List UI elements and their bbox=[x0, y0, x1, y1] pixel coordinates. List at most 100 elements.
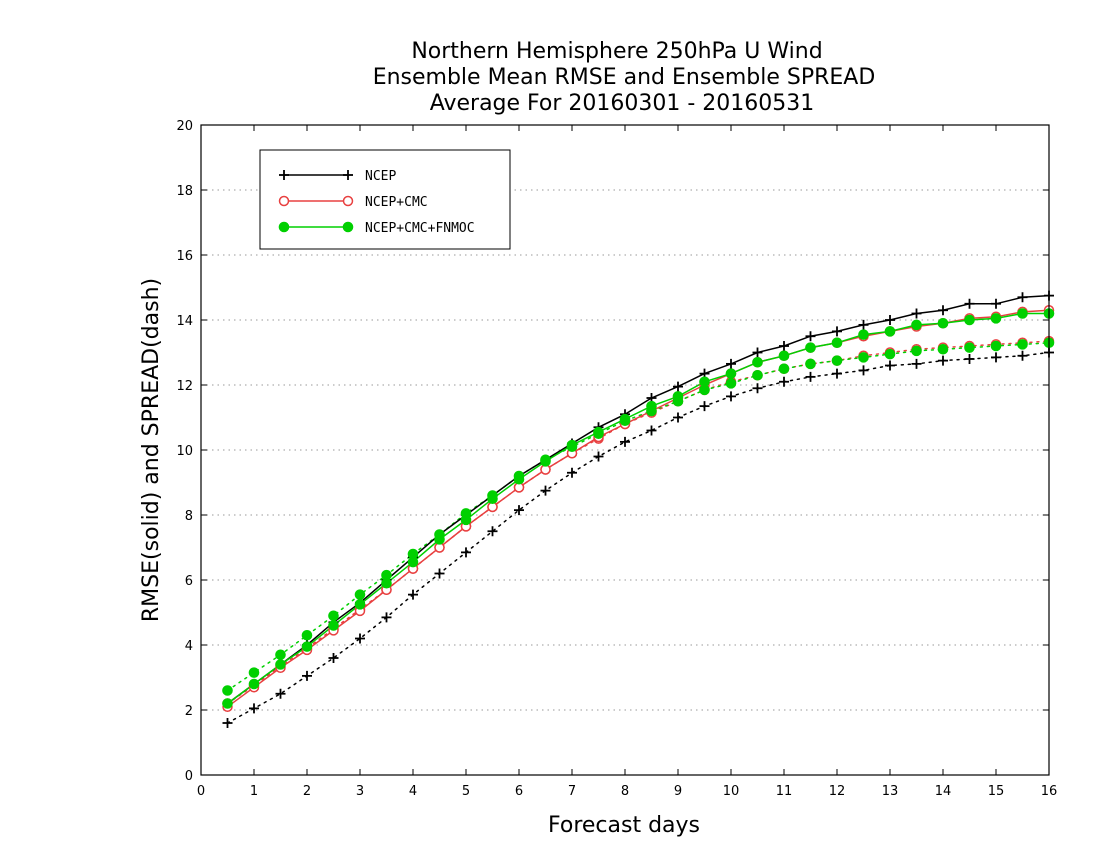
legend-marker-start-1 bbox=[278, 195, 290, 207]
legend-label-1: NCEP+CMC bbox=[365, 195, 428, 210]
spread-line-1 bbox=[226, 340, 1050, 705]
rmse-point-2 bbox=[460, 514, 472, 526]
spread-point-0 bbox=[938, 355, 948, 366]
spread-point-0 bbox=[646, 425, 657, 436]
y-tick-label: 18 bbox=[176, 184, 193, 199]
rmse-point-2 bbox=[699, 376, 710, 388]
legend-marker-start-0 bbox=[279, 170, 289, 180]
spread-point-2 bbox=[884, 348, 896, 360]
x-tick-label: 2 bbox=[303, 784, 311, 799]
rmse-point-2 bbox=[540, 456, 551, 467]
rmse-point-2 bbox=[990, 313, 1002, 324]
rmse-point-2 bbox=[831, 337, 843, 349]
spread-point-0 bbox=[514, 505, 524, 516]
rmse-point-2 bbox=[381, 577, 392, 589]
x-tick-label: 0 bbox=[197, 784, 205, 799]
spread-point-0 bbox=[355, 633, 365, 644]
spread-point-2 bbox=[354, 589, 366, 600]
spread-point-0 bbox=[249, 703, 259, 714]
spread-point-0 bbox=[275, 688, 286, 699]
x-tick-label: 11 bbox=[776, 784, 793, 799]
spread-line-0 bbox=[226, 351, 1050, 724]
rmse-point-2 bbox=[566, 439, 578, 451]
spread-point-0 bbox=[964, 354, 975, 364]
x-tick-label: 6 bbox=[515, 784, 523, 799]
y-tick-label: 4 bbox=[185, 639, 193, 654]
y-tick-label: 16 bbox=[176, 249, 193, 264]
spread-point-2 bbox=[831, 355, 843, 366]
spread-point-0 bbox=[805, 371, 816, 382]
spread-point-2 bbox=[248, 667, 260, 678]
rmse-point-0 bbox=[805, 331, 816, 342]
legend-marker-start-2 bbox=[278, 221, 290, 233]
rmse-point-2 bbox=[407, 556, 419, 568]
spread-point-2 bbox=[990, 340, 1002, 352]
rmse-line-0 bbox=[227, 294, 1050, 705]
y-tick-label: 6 bbox=[185, 574, 193, 589]
spread-point-0 bbox=[328, 653, 339, 663]
spread-point-2 bbox=[752, 369, 763, 381]
x-tick-label: 3 bbox=[356, 784, 364, 799]
x-tick-label: 1 bbox=[250, 784, 258, 799]
rmse-point-2 bbox=[434, 534, 445, 545]
spread-point-0 bbox=[302, 670, 312, 681]
x-tick-label: 8 bbox=[621, 784, 629, 799]
y-tick-label: 20 bbox=[176, 119, 193, 134]
spread-point-0 bbox=[991, 352, 1001, 363]
spread-point-2 bbox=[778, 363, 790, 375]
spread-point-0 bbox=[885, 360, 895, 371]
spread-point-0 bbox=[726, 391, 736, 402]
x-tick-label: 14 bbox=[935, 784, 952, 799]
spread-point-2 bbox=[858, 352, 869, 363]
legend: NCEP NCEP+CMC NCEP+CMC+FNMOC bbox=[259, 149, 511, 250]
rmse-point-2 bbox=[487, 493, 498, 505]
rmse-point-2 bbox=[275, 659, 286, 670]
spread-point-0 bbox=[593, 451, 604, 462]
spread-point-0 bbox=[434, 568, 445, 579]
x-tick-label: 13 bbox=[882, 784, 899, 799]
chart-title-line-3: Average For 20160301 - 20160531 bbox=[430, 91, 815, 116]
y-tick-label: 14 bbox=[176, 314, 193, 329]
rmse-point-2 bbox=[725, 368, 737, 379]
x-tick-label: 4 bbox=[409, 784, 417, 799]
spread-point-2 bbox=[725, 378, 737, 389]
rmse-point-2 bbox=[752, 356, 763, 368]
spread-point-0 bbox=[540, 485, 551, 496]
rmse-point-0 bbox=[911, 308, 922, 319]
rmse-point-2 bbox=[805, 342, 816, 353]
spread-point-0 bbox=[699, 401, 710, 412]
rmse-point-2 bbox=[964, 314, 975, 326]
spread-point-2 bbox=[964, 342, 975, 353]
legend-label-0: NCEP bbox=[365, 169, 396, 184]
spread-point-2 bbox=[301, 629, 313, 641]
rmse-point-2 bbox=[248, 678, 260, 690]
x-tick-label: 5 bbox=[462, 784, 470, 799]
rmse-point-2 bbox=[884, 326, 896, 337]
spread-point-2 bbox=[222, 685, 233, 696]
rmse-point-0 bbox=[673, 381, 683, 392]
spread-point-0 bbox=[858, 365, 869, 376]
rmse-point-2 bbox=[937, 317, 949, 329]
rmse-point-2 bbox=[646, 400, 657, 412]
rmse-point-0 bbox=[726, 358, 736, 369]
rmse-point-2 bbox=[222, 698, 233, 709]
rmse-point-0 bbox=[779, 341, 789, 351]
y-tick-label: 8 bbox=[185, 509, 193, 524]
spread-point-2 bbox=[937, 343, 949, 355]
spread-point-0 bbox=[461, 547, 471, 558]
x-tick-label: 12 bbox=[829, 784, 846, 799]
rmse-point-2 bbox=[619, 413, 631, 425]
x-tick-label: 16 bbox=[1041, 784, 1058, 799]
spread-point-0 bbox=[567, 467, 577, 478]
rmse-point-2 bbox=[911, 319, 922, 331]
series-layer bbox=[222, 290, 1055, 728]
rmse-point-2 bbox=[593, 426, 604, 438]
spread-point-0 bbox=[673, 412, 683, 423]
legend-marker-end-0 bbox=[343, 170, 353, 180]
spread-point-0 bbox=[1017, 350, 1028, 361]
spread-point-0 bbox=[779, 376, 789, 387]
rmse-point-2 bbox=[301, 641, 313, 652]
